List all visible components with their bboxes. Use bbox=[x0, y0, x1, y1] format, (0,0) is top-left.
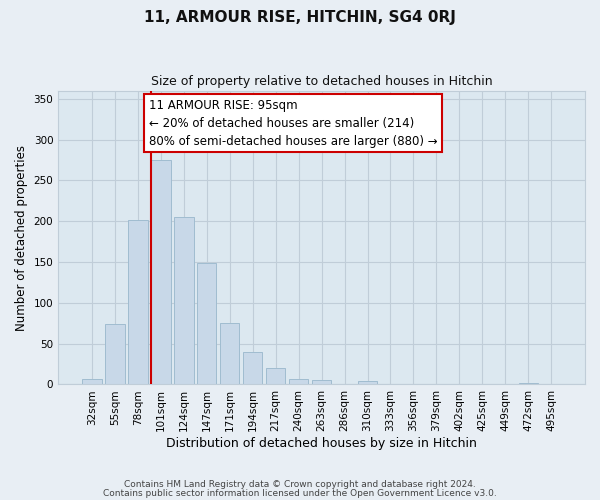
Bar bbox=[220, 323, 239, 384]
Text: Contains public sector information licensed under the Open Government Licence v3: Contains public sector information licen… bbox=[103, 488, 497, 498]
Text: 11, ARMOUR RISE, HITCHIN, SG4 0RJ: 11, ARMOUR RISE, HITCHIN, SG4 0RJ bbox=[144, 10, 456, 25]
Y-axis label: Number of detached properties: Number of detached properties bbox=[15, 144, 28, 330]
Bar bbox=[82, 378, 101, 384]
Bar bbox=[312, 380, 331, 384]
Bar bbox=[243, 352, 262, 384]
Text: 11 ARMOUR RISE: 95sqm
← 20% of detached houses are smaller (214)
80% of semi-det: 11 ARMOUR RISE: 95sqm ← 20% of detached … bbox=[149, 98, 437, 148]
X-axis label: Distribution of detached houses by size in Hitchin: Distribution of detached houses by size … bbox=[166, 437, 477, 450]
Bar bbox=[105, 324, 125, 384]
Bar bbox=[358, 381, 377, 384]
Bar bbox=[151, 160, 170, 384]
Title: Size of property relative to detached houses in Hitchin: Size of property relative to detached ho… bbox=[151, 75, 493, 88]
Bar bbox=[266, 368, 286, 384]
Bar bbox=[174, 217, 194, 384]
Text: Contains HM Land Registry data © Crown copyright and database right 2024.: Contains HM Land Registry data © Crown c… bbox=[124, 480, 476, 489]
Bar bbox=[128, 220, 148, 384]
Bar bbox=[289, 378, 308, 384]
Bar bbox=[518, 383, 538, 384]
Bar bbox=[197, 263, 217, 384]
